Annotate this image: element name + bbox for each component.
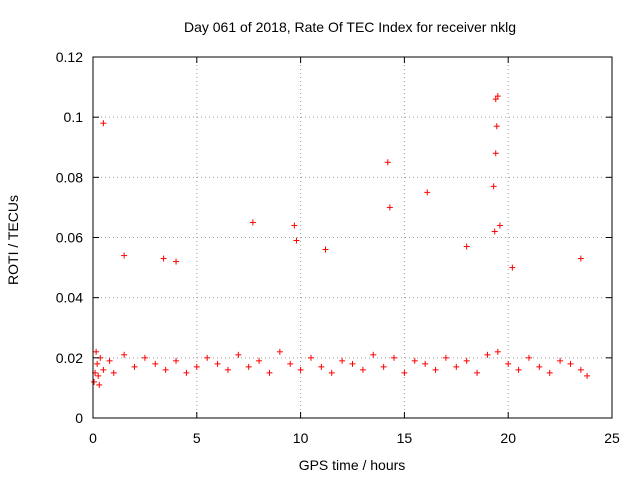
data-point: [494, 93, 501, 100]
data-point: [577, 366, 584, 373]
data-point: [322, 246, 329, 253]
data-point: [505, 360, 512, 367]
data-point: [160, 255, 167, 262]
data-point: [293, 237, 300, 244]
data-point: [525, 354, 532, 361]
y-tick-label: 0.1: [64, 109, 84, 125]
data-point: [276, 348, 283, 355]
data-point: [453, 363, 460, 370]
data-point: [307, 354, 314, 361]
data-point: [256, 357, 263, 364]
data-point: [411, 357, 418, 364]
data-point: [106, 357, 113, 364]
data-point: [474, 369, 481, 376]
data-point: [96, 381, 103, 388]
x-tick-label: 20: [500, 430, 516, 446]
data-point: [494, 348, 501, 355]
data-point: [432, 366, 439, 373]
y-tick-label: 0.06: [56, 230, 83, 246]
data-point: [463, 243, 470, 250]
data-point: [249, 219, 256, 226]
data-point: [492, 96, 499, 103]
data-point: [491, 228, 498, 235]
data-point: [349, 360, 356, 367]
data-points: [91, 93, 591, 388]
data-point: [95, 372, 102, 379]
data-point: [291, 222, 298, 229]
data-point: [152, 360, 159, 367]
y-axis-label: ROTI / TECUs: [5, 195, 21, 285]
data-point: [235, 351, 242, 358]
data-point: [121, 351, 128, 358]
data-point: [401, 369, 408, 376]
data-point: [380, 363, 387, 370]
y-axis-ticks: 0 0.02 0.04 0.06 0.08 0.1 0.12: [56, 49, 612, 426]
data-point: [204, 354, 211, 361]
grid-lines: [93, 57, 612, 418]
data-point: [328, 369, 335, 376]
data-point: [384, 159, 391, 166]
x-tick-label: 10: [293, 430, 309, 446]
data-point: [339, 357, 346, 364]
data-point: [224, 366, 231, 373]
data-point: [193, 363, 200, 370]
data-point: [567, 360, 574, 367]
x-tick-label: 5: [193, 430, 201, 446]
x-tick-label: 25: [604, 430, 620, 446]
data-point: [287, 360, 294, 367]
data-point: [386, 204, 393, 211]
x-tick-label: 0: [89, 430, 97, 446]
data-point: [370, 351, 377, 358]
data-point: [318, 363, 325, 370]
data-point: [484, 351, 491, 358]
y-tick-label: 0.12: [56, 49, 83, 65]
data-point: [173, 258, 180, 265]
data-point: [509, 264, 516, 271]
data-point: [245, 363, 252, 370]
data-point: [546, 369, 553, 376]
data-point: [214, 360, 221, 367]
data-point: [422, 360, 429, 367]
data-point: [463, 357, 470, 364]
x-axis-ticks: 0 5 10 15 20 25: [89, 57, 620, 446]
data-point: [577, 255, 584, 262]
data-point: [110, 369, 117, 376]
data-point: [93, 348, 100, 355]
y-tick-label: 0.08: [56, 169, 83, 185]
data-point: [131, 363, 138, 370]
data-point: [162, 366, 169, 373]
x-tick-label: 15: [397, 430, 413, 446]
y-tick-label: 0: [75, 410, 83, 426]
x-axis-label: GPS time / hours: [299, 457, 406, 473]
data-point: [424, 189, 431, 196]
data-point: [490, 183, 497, 190]
data-point: [515, 366, 522, 373]
y-tick-label: 0.04: [56, 290, 83, 306]
data-point: [584, 372, 591, 379]
data-point: [121, 252, 128, 259]
data-point: [557, 357, 564, 364]
data-point: [442, 354, 449, 361]
data-point: [100, 366, 107, 373]
data-point: [359, 366, 366, 373]
data-point: [141, 354, 148, 361]
data-point: [173, 357, 180, 364]
data-point: [266, 369, 273, 376]
data-point: [94, 360, 101, 367]
data-point: [100, 120, 107, 127]
data-point: [492, 150, 499, 157]
data-point: [493, 123, 500, 130]
data-point: [391, 354, 398, 361]
data-point: [536, 363, 543, 370]
chart-title: Day 061 of 2018, Rate Of TEC Index for r…: [184, 19, 516, 35]
y-tick-label: 0.02: [56, 350, 83, 366]
data-point: [496, 222, 503, 229]
data-point: [297, 366, 304, 373]
data-point: [91, 378, 98, 385]
data-point: [183, 369, 190, 376]
